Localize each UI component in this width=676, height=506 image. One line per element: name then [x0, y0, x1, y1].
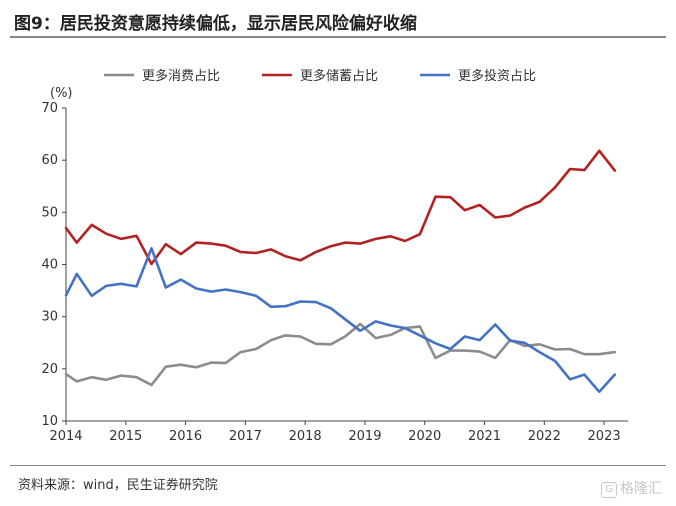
x-tick-label: 2020	[408, 429, 441, 444]
source-note: 资料来源：wind，民生证券研究院	[18, 478, 218, 493]
legend-label-2: 更多储蓄占比	[300, 68, 378, 84]
series-line-3	[64, 247, 617, 394]
series-lines	[64, 149, 617, 394]
y-tick-label: 50	[41, 205, 58, 220]
legend: 更多消费占比 更多储蓄占比 更多投资占比	[104, 68, 536, 84]
y-unit-label: (%)	[50, 86, 73, 101]
x-tick-label: 2018	[289, 429, 322, 444]
y-tick-label: 10	[41, 414, 58, 429]
figure-title: 图9：居民投资意愿持续偏低，显示居民风险偏好收缩	[14, 14, 417, 34]
watermark-text: 格隆汇	[620, 481, 662, 497]
source-divider	[10, 465, 666, 466]
y-tick-label: 60	[41, 153, 58, 168]
watermark-logo-icon: G	[601, 482, 617, 498]
series-line-1	[64, 322, 617, 387]
x-tick-label: 2022	[528, 429, 561, 444]
legend-label-3: 更多投资占比	[458, 68, 536, 84]
title-divider	[10, 36, 666, 38]
y-tick-label: 20	[41, 362, 58, 377]
x-tick-label: 2021	[468, 429, 501, 444]
x-tick-label: 2017	[229, 429, 262, 444]
y-tick-label: 40	[41, 258, 58, 273]
watermark: G 格隆汇	[601, 478, 662, 498]
series-line-2	[64, 149, 617, 266]
x-tick-label: 2016	[169, 429, 202, 444]
line-chart: 更多消费占比 更多储蓄占比 更多投资占比 (%) 10 20 30 40 50 60 70 20…	[41, 68, 628, 444]
x-tick-labels: 2014 2015 2016 2017 2018 2019 2020 2021 2022 2023	[49, 421, 621, 444]
legend-label-1: 更多消费占比	[142, 68, 220, 84]
y-tick-label: 70	[41, 101, 58, 116]
y-tick-label: 30	[41, 310, 58, 325]
x-tick-label: 2019	[348, 429, 381, 444]
x-tick-label: 2023	[588, 429, 621, 444]
x-tick-label: 2014	[49, 429, 82, 444]
x-tick-label: 2015	[109, 429, 142, 444]
y-tick-labels: 10 20 30 40 50 60 70	[41, 101, 66, 429]
